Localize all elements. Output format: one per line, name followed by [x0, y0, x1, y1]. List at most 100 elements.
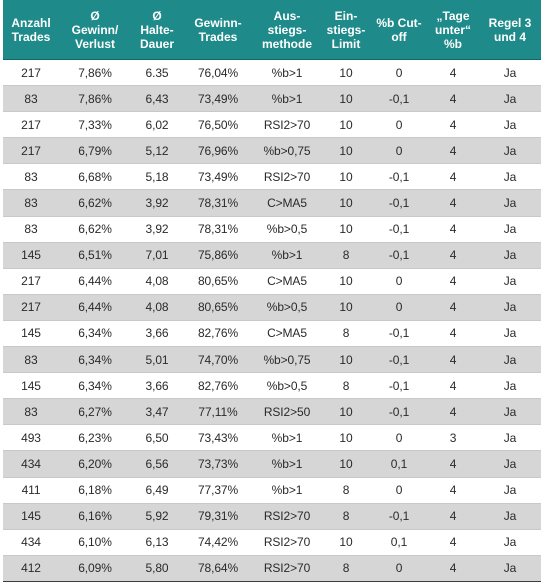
- cell-einstiegs-limit: 8: [321, 477, 371, 504]
- cell-b-cutoff: -0,1: [371, 85, 427, 112]
- header-cell-einstiegs-limit: Ein- stiegs- Limit: [321, 0, 371, 60]
- cell-gewinn-verlust: 6,44%: [59, 268, 131, 295]
- cell-gewinn-verlust: 6,62%: [59, 216, 131, 243]
- cell-anzahl-trades: 145: [3, 242, 59, 269]
- cell-gewinn-trades: 74,70%: [183, 346, 253, 373]
- cell-anzahl-trades: 83: [3, 85, 59, 112]
- cell-b-cutoff: 0: [371, 59, 427, 86]
- cell-halte-dauer: 6.35: [131, 59, 183, 86]
- cell-gewinn-trades: 73,49%: [183, 163, 253, 190]
- table-row: 217 6,44% 4,08 80,65% C>MA5 10 0 4 Ja: [3, 268, 541, 295]
- table-row: 412 6,09% 5,80 78,64% RSI2>70 8 0 4 Ja: [3, 555, 541, 582]
- cell-b-cutoff: -0,1: [371, 189, 427, 217]
- table-row: 83 6,68% 5,18 73,49% RSI2>70 10 -0,1 4 Ja: [3, 163, 541, 190]
- header-cell-tage-unter-b: „Tage unter“ %b: [427, 0, 479, 60]
- header-cell-b-cutoff: %b Cut- off: [371, 0, 427, 60]
- cell-b-cutoff: 0: [371, 477, 427, 504]
- cell-tage-unter-b: 3: [427, 424, 479, 451]
- cell-ausstiegsmethode: RSI2>50: [253, 398, 321, 425]
- table-header: Anzahl Trades Ø Gewinn/ Verlust Ø Halte-…: [3, 0, 541, 60]
- cell-gewinn-verlust: 7,86%: [59, 59, 131, 86]
- cell-b-cutoff: -0,1: [371, 320, 427, 347]
- table-row: 145 6,51% 7,01 75,86% %b>1 8 -0,1 4 Ja: [3, 242, 541, 269]
- cell-halte-dauer: 6,13: [131, 529, 183, 556]
- cell-b-cutoff: -0,1: [371, 216, 427, 243]
- cell-gewinn-trades: 76,96%: [183, 137, 253, 164]
- cell-gewinn-verlust: 6,79%: [59, 137, 131, 164]
- cell-regel-3-und-4: Ja: [479, 294, 541, 321]
- cell-regel-3-und-4: Ja: [479, 450, 541, 477]
- cell-b-cutoff: 0,1: [371, 529, 427, 556]
- header-cell-gewinn-verlust: Ø Gewinn/ Verlust: [59, 0, 131, 60]
- cell-gewinn-verlust: 6,18%: [59, 477, 131, 504]
- cell-tage-unter-b: 4: [427, 503, 479, 530]
- cell-anzahl-trades: 493: [3, 424, 59, 451]
- cell-regel-3-und-4: Ja: [479, 529, 541, 556]
- cell-halte-dauer: 3,66: [131, 372, 183, 399]
- table-row: 145 6,34% 3,66 82,76% C>MA5 8 -0,1 4 Ja: [3, 320, 541, 347]
- cell-gewinn-trades: 80,65%: [183, 268, 253, 295]
- cell-ausstiegsmethode: %b>0,75: [253, 346, 321, 373]
- cell-gewinn-trades: 82,76%: [183, 372, 253, 399]
- table-row: 217 6,44% 4,08 80,65% %b>0,5 10 0 4 Ja: [3, 294, 541, 321]
- cell-halte-dauer: 6,02: [131, 111, 183, 138]
- cell-regel-3-und-4: Ja: [479, 398, 541, 425]
- cell-tage-unter-b: 4: [427, 85, 479, 112]
- cell-halte-dauer: 5,92: [131, 503, 183, 530]
- cell-halte-dauer: 7,01: [131, 242, 183, 269]
- cell-b-cutoff: 0: [371, 424, 427, 451]
- cell-anzahl-trades: 83: [3, 189, 59, 217]
- cell-tage-unter-b: 4: [427, 372, 479, 399]
- cell-gewinn-verlust: 6,23%: [59, 424, 131, 451]
- cell-gewinn-verlust: 7,86%: [59, 85, 131, 112]
- cell-gewinn-verlust: 6,34%: [59, 320, 131, 347]
- table-row: 83 6,27% 3,47 77,11% RSI2>50 10 -0,1 4 Ja: [3, 398, 541, 425]
- cell-anzahl-trades: 217: [3, 268, 59, 295]
- cell-halte-dauer: 6,43: [131, 85, 183, 112]
- cell-ausstiegsmethode: C>MA5: [253, 268, 321, 295]
- cell-gewinn-trades: 75,86%: [183, 242, 253, 269]
- cell-gewinn-verlust: 6,10%: [59, 529, 131, 556]
- cell-regel-3-und-4: Ja: [479, 242, 541, 269]
- table-row: 434 6,20% 6,56 73,73% %b>1 10 0,1 4 Ja: [3, 450, 541, 477]
- cell-halte-dauer: 5,01: [131, 346, 183, 373]
- cell-gewinn-trades: 78,31%: [183, 216, 253, 243]
- cell-tage-unter-b: 4: [427, 320, 479, 347]
- cell-gewinn-trades: 74,42%: [183, 529, 253, 556]
- cell-gewinn-verlust: 6,51%: [59, 242, 131, 269]
- cell-b-cutoff: 0: [371, 555, 427, 582]
- cell-gewinn-trades: 77,11%: [183, 398, 253, 425]
- cell-b-cutoff: -0,1: [371, 372, 427, 399]
- cell-regel-3-und-4: Ja: [479, 503, 541, 530]
- cell-tage-unter-b: 4: [427, 294, 479, 321]
- cell-einstiegs-limit: 10: [321, 529, 371, 556]
- cell-anzahl-trades: 217: [3, 111, 59, 138]
- cell-halte-dauer: 3,92: [131, 216, 183, 243]
- cell-einstiegs-limit: 10: [321, 137, 371, 164]
- cell-tage-unter-b: 4: [427, 189, 479, 217]
- cell-einstiegs-limit: 10: [321, 424, 371, 451]
- cell-gewinn-trades: 77,37%: [183, 477, 253, 504]
- table-row: 83 6,34% 5,01 74,70% %b>0,75 10 -0,1 4 Ja: [3, 346, 541, 373]
- cell-tage-unter-b: 4: [427, 268, 479, 295]
- cell-anzahl-trades: 83: [3, 163, 59, 190]
- cell-regel-3-und-4: Ja: [479, 137, 541, 164]
- cell-ausstiegsmethode: %b>1: [253, 59, 321, 86]
- cell-b-cutoff: 0,1: [371, 450, 427, 477]
- cell-einstiegs-limit: 10: [321, 216, 371, 243]
- cell-b-cutoff: 0: [371, 268, 427, 295]
- header-cell-anzahl-trades: Anzahl Trades: [3, 0, 59, 60]
- cell-ausstiegsmethode: %b>1: [253, 424, 321, 451]
- table-row: 83 6,62% 3,92 78,31% %b>0,5 10 -0,1 4 Ja: [3, 216, 541, 243]
- table-row: 411 6,18% 6,49 77,37% %b>1 8 0 4 Ja: [3, 477, 541, 504]
- cell-tage-unter-b: 4: [427, 137, 479, 164]
- cell-einstiegs-limit: 10: [321, 59, 371, 86]
- table-body: 217 7,86% 6.35 76,04% %b>1 10 0 4 Ja 83 7,86% 6,43 7…: [3, 59, 541, 582]
- cell-halte-dauer: 5,80: [131, 555, 183, 582]
- cell-ausstiegsmethode: RSI2>70: [253, 529, 321, 556]
- cell-ausstiegsmethode: C>MA5: [253, 320, 321, 347]
- cell-b-cutoff: 0: [371, 137, 427, 164]
- cell-halte-dauer: 6,50: [131, 424, 183, 451]
- cell-halte-dauer: 4,08: [131, 268, 183, 295]
- cell-ausstiegsmethode: %b>0,5: [253, 294, 321, 321]
